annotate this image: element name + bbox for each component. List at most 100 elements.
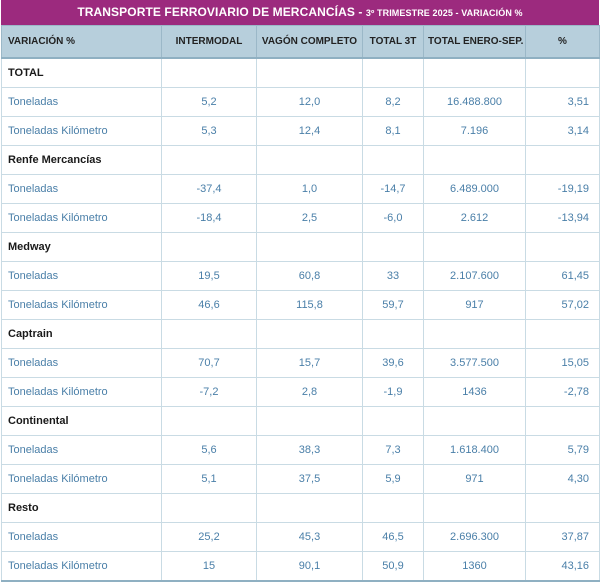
- table-cell: 25,2: [161, 522, 257, 552]
- row-label: Toneladas: [1, 348, 162, 378]
- table-cell: -19,19: [525, 174, 600, 204]
- table-cell: -13,94: [525, 203, 600, 233]
- table-row: Toneladas -37,4 1,0 -14,7 6.489.000 -19,19: [1, 174, 600, 204]
- table-cell: 5,2: [161, 87, 257, 117]
- table-cell: 61,45: [525, 261, 600, 291]
- table-title-sub: 3º TRIMESTRE 2025 - VARIACIÓN %: [365, 8, 523, 18]
- table-cell: 15: [161, 551, 257, 582]
- table-cell: 46,5: [362, 522, 424, 552]
- table-cell: 5,9: [362, 464, 424, 494]
- row-label: Toneladas Kilómetro: [1, 464, 162, 494]
- group-empty-cell: [423, 57, 526, 88]
- table-cell: 5,79: [525, 435, 600, 465]
- table-cell: 45,3: [256, 522, 363, 552]
- table-row: Toneladas 70,7 15,7 39,6 3.577.500 15,05: [1, 348, 600, 378]
- table-cell: 38,3: [256, 435, 363, 465]
- group-empty-cell: [256, 145, 363, 175]
- table-row: Toneladas Kilómetro 15 90,1 50,9 1360 43,16: [1, 551, 600, 582]
- table-row: Toneladas 25,2 45,3 46,5 2.696.300 37,87: [1, 522, 600, 552]
- table-cell: 115,8: [256, 290, 363, 320]
- table-cell: 15,7: [256, 348, 363, 378]
- group-row: Captrain: [1, 319, 600, 349]
- group-label: Resto: [1, 493, 162, 523]
- table-row: Toneladas Kilómetro 46,6 115,8 59,7 917 57,02: [1, 290, 600, 320]
- group-label: Continental: [1, 406, 162, 436]
- group-empty-cell: [423, 493, 526, 523]
- table-cell: -14,7: [362, 174, 424, 204]
- table-cell: 1,0: [256, 174, 363, 204]
- table-cell: 8,1: [362, 116, 424, 146]
- table-cell: 90,1: [256, 551, 363, 582]
- group-empty-cell: [525, 493, 600, 523]
- table-title: TRANSPORTE FERROVIARIO DE MERCANCÍAS - 3…: [1, 0, 599, 25]
- table-cell: -2,78: [525, 377, 600, 407]
- table-cell: 1360: [423, 551, 526, 582]
- row-label: Toneladas Kilómetro: [1, 116, 162, 146]
- table-row: Toneladas Kilómetro -7,2 2,8 -1,9 1436 -2,78: [1, 377, 600, 407]
- table-body: TOTAL Toneladas 5,2 12,0 8,2 16.488.800 3,51 To…: [1, 57, 600, 582]
- table-cell: 4,30: [525, 464, 600, 494]
- group-label: TOTAL: [1, 57, 162, 88]
- group-empty-cell: [362, 145, 424, 175]
- table-cell: 57,02: [525, 290, 600, 320]
- table-cell: 5,1: [161, 464, 257, 494]
- group-empty-cell: [525, 145, 600, 175]
- group-label: Medway: [1, 232, 162, 262]
- table-cell: 3,14: [525, 116, 600, 146]
- group-empty-cell: [256, 319, 363, 349]
- table-cell: 6.489.000: [423, 174, 526, 204]
- column-header-total-3t: TOTAL 3T: [362, 25, 424, 59]
- row-label: Toneladas: [1, 522, 162, 552]
- group-empty-cell: [362, 319, 424, 349]
- row-label: Toneladas Kilómetro: [1, 377, 162, 407]
- table-cell: 46,6: [161, 290, 257, 320]
- table-cell: 2.107.600: [423, 261, 526, 291]
- table-row: Toneladas 5,6 38,3 7,3 1.618.400 5,79: [1, 435, 600, 465]
- row-label: Toneladas Kilómetro: [1, 203, 162, 233]
- table-cell: 50,9: [362, 551, 424, 582]
- group-row: TOTAL: [1, 57, 600, 88]
- group-empty-cell: [256, 406, 363, 436]
- table-cell: 5,6: [161, 435, 257, 465]
- table-cell: -6,0: [362, 203, 424, 233]
- table-cell: 2,5: [256, 203, 363, 233]
- group-empty-cell: [362, 232, 424, 262]
- group-label: Renfe Mercancías: [1, 145, 162, 175]
- table-cell: 16.488.800: [423, 87, 526, 117]
- table-cell: 19,5: [161, 261, 257, 291]
- row-label: Toneladas: [1, 435, 162, 465]
- table-cell: 2,8: [256, 377, 363, 407]
- group-empty-cell: [525, 57, 600, 88]
- table-cell: 59,7: [362, 290, 424, 320]
- group-label: Captrain: [1, 319, 162, 349]
- table-cell: 60,8: [256, 261, 363, 291]
- table-row: Toneladas Kilómetro 5,3 12,4 8,1 7.196 3,14: [1, 116, 600, 146]
- group-empty-cell: [161, 406, 257, 436]
- freight-table: VARIACIÓN % INTERMODAL VAGÓN COMPLETO TO…: [1, 25, 600, 582]
- group-empty-cell: [161, 319, 257, 349]
- table-cell: -18,4: [161, 203, 257, 233]
- group-row: Medway: [1, 232, 600, 262]
- table-cell: 15,05: [525, 348, 600, 378]
- table-cell: 7,3: [362, 435, 424, 465]
- table-row: Toneladas 19,5 60,8 33 2.107.600 61,45: [1, 261, 600, 291]
- group-empty-cell: [161, 232, 257, 262]
- table-cell: 37,5: [256, 464, 363, 494]
- group-row: Continental: [1, 406, 600, 436]
- table-row: Toneladas 5,2 12,0 8,2 16.488.800 3,51: [1, 87, 600, 117]
- group-empty-cell: [423, 145, 526, 175]
- row-label: Toneladas: [1, 261, 162, 291]
- group-empty-cell: [423, 319, 526, 349]
- column-header-intermodal: INTERMODAL: [161, 25, 257, 59]
- group-row: Resto: [1, 493, 600, 523]
- table-title-main: TRANSPORTE FERROVIARIO DE MERCANCÍAS -: [77, 5, 366, 19]
- table-cell: 37,87: [525, 522, 600, 552]
- group-empty-cell: [525, 319, 600, 349]
- table-cell: 2.696.300: [423, 522, 526, 552]
- table-cell: 33: [362, 261, 424, 291]
- table-cell: 12,0: [256, 87, 363, 117]
- table-cell: -1,9: [362, 377, 424, 407]
- column-header-variacion: VARIACIÓN %: [1, 25, 162, 59]
- group-empty-cell: [423, 406, 526, 436]
